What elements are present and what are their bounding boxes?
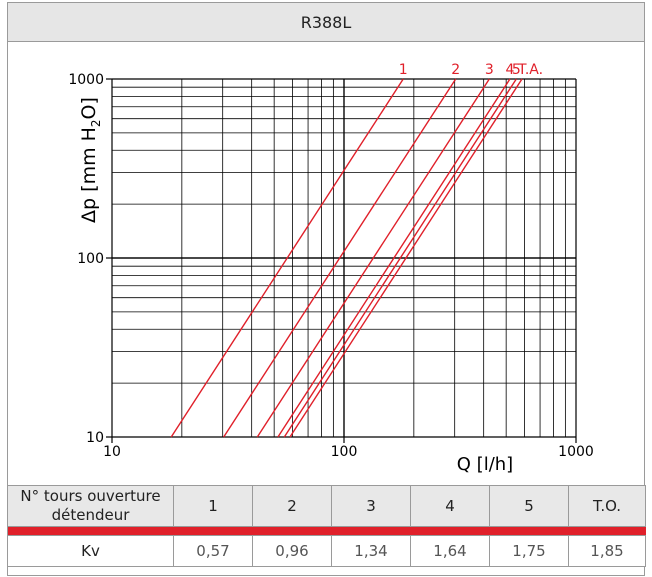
- kv-value: 0,96: [252, 535, 332, 567]
- series-lines: [170, 78, 523, 438]
- series-label: 3: [485, 62, 494, 78]
- kv-value: 1,34: [331, 535, 411, 567]
- x-tick-label: 1000: [558, 444, 594, 460]
- series-line: [277, 78, 511, 438]
- y-tick-label: 10: [86, 430, 104, 446]
- x-tick-label: 10: [103, 444, 121, 460]
- series-label: 5: [512, 62, 521, 78]
- turns-header: N° tours ouverture détendeur: [7, 485, 174, 527]
- series-label: T.A.: [517, 62, 543, 78]
- y-axis-label: Δp [mm H2O]: [78, 97, 103, 223]
- y-tick-label: 100: [77, 251, 104, 267]
- series-line: [223, 78, 457, 438]
- separator-bar: [7, 526, 646, 536]
- series-line: [170, 78, 404, 438]
- red-separator: [7, 526, 646, 536]
- series-label: 2: [451, 62, 460, 78]
- series-line: [289, 78, 523, 438]
- chart-grid: [106, 78, 577, 443]
- kv-row: Kv 0,57 0,96 1,34 1,64 1,75 1,85: [7, 535, 646, 567]
- pressure-drop-chart: 1 2 3 45T.A. 10 100 1000 10 100 1000 Q [l/h] Δp [mm…: [68, 62, 593, 475]
- kv-value: 0,57: [173, 535, 253, 567]
- turns-value: T.O.: [568, 485, 646, 527]
- series-label: 4: [505, 62, 514, 78]
- turns-row: N° tours ouverture détendeur 1 2 3 4 5 T…: [7, 485, 646, 527]
- x-tick-label: 100: [331, 444, 358, 460]
- series-line: [256, 78, 490, 438]
- turns-value: 2: [252, 485, 332, 527]
- kv-table: N° tours ouverture détendeur 1 2 3 4 5 T…: [7, 485, 646, 567]
- chart-labels: 1 2 3 45T.A. 10 100 1000 10 100 1000 Q [l/h] Δp [mm…: [68, 62, 593, 475]
- turns-value: 5: [489, 485, 569, 527]
- kv-value: 1,64: [410, 535, 490, 567]
- kv-value: 1,85: [568, 535, 646, 567]
- series-label: 1: [399, 62, 408, 78]
- turns-value: 3: [331, 485, 411, 527]
- kv-value: 1,75: [489, 535, 569, 567]
- series-line: [283, 78, 517, 438]
- chart-panel: R388L: [7, 2, 645, 576]
- kv-header: Kv: [7, 535, 174, 567]
- turns-value: 4: [410, 485, 490, 527]
- turns-value: 1: [173, 485, 253, 527]
- chart-title: R388L: [8, 3, 644, 42]
- x-axis-label: Q [l/h]: [457, 454, 513, 475]
- y-tick-label: 1000: [68, 72, 104, 88]
